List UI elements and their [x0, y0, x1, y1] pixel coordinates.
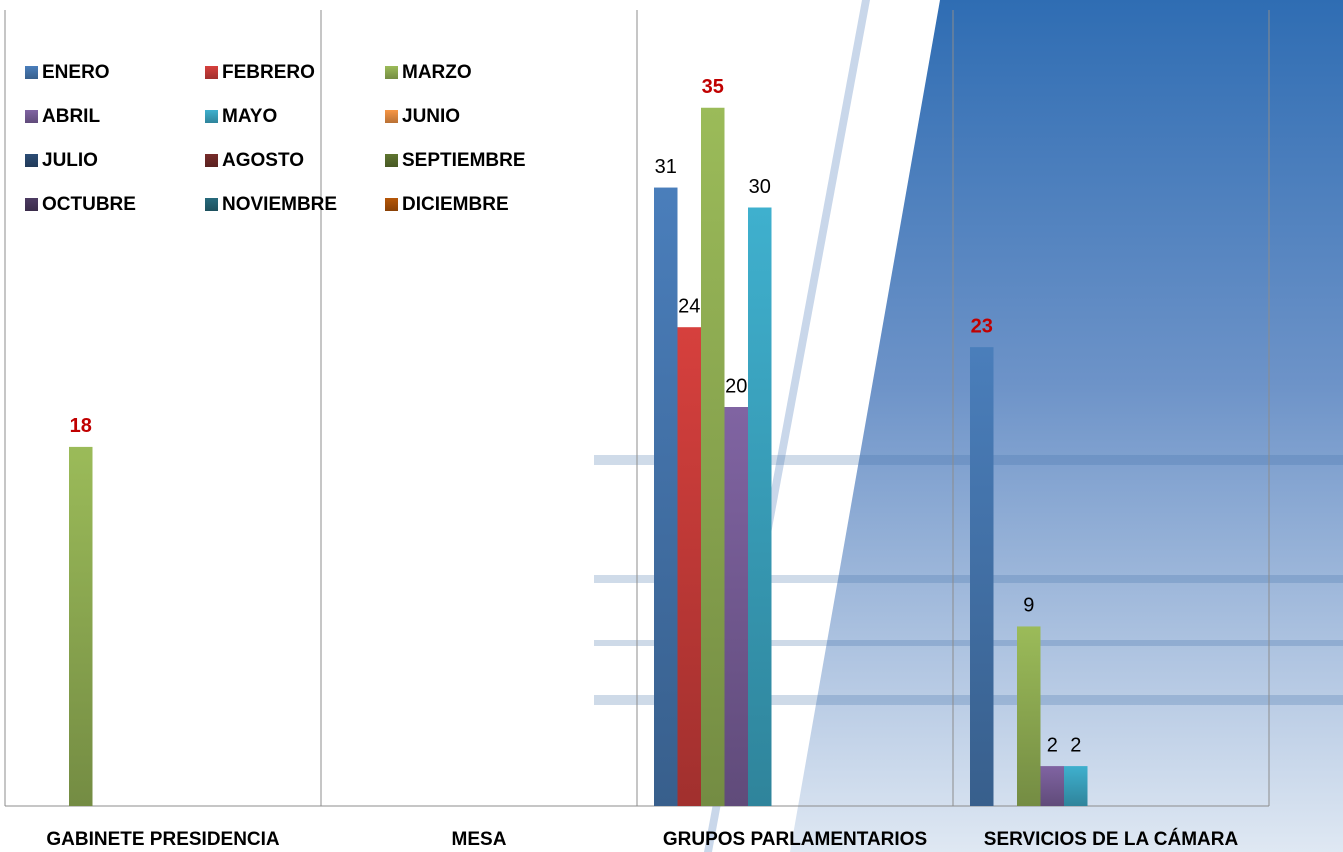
bar	[701, 107, 725, 806]
legend-swatch	[385, 198, 398, 211]
background-building	[594, 455, 1343, 705]
legend-swatch	[385, 66, 398, 79]
legend-label: JULIO	[42, 150, 98, 171]
legend-label: SEPTIEMBRE	[402, 150, 526, 171]
x-tick-label: GABINETE PRESIDENCIA	[46, 829, 280, 850]
legend-swatch	[205, 66, 218, 79]
data-label: 23	[971, 315, 993, 337]
x-tick-label: SERVICIOS DE LA CÁMARA	[984, 828, 1239, 850]
legend-swatch	[205, 154, 218, 167]
data-label: 20	[725, 375, 747, 397]
bar	[970, 347, 994, 806]
legend-swatch	[385, 110, 398, 123]
x-tick-label: MESA	[452, 829, 507, 850]
bar	[748, 207, 772, 806]
legend-swatch	[25, 198, 38, 211]
bar	[654, 187, 678, 807]
legend-label: FEBRERO	[222, 62, 315, 83]
legend-swatch	[25, 66, 38, 79]
data-label: 18	[70, 415, 92, 437]
legend-label: DICIEMBRE	[402, 194, 509, 215]
data-label: 9	[1023, 595, 1034, 617]
legend-swatch	[205, 198, 218, 211]
legend-label: ABRIL	[42, 106, 100, 127]
legend-swatch	[25, 110, 38, 123]
data-label: 35	[702, 76, 724, 98]
legend-swatch	[25, 154, 38, 167]
data-label: 2	[1070, 734, 1081, 756]
data-label: 31	[655, 156, 677, 178]
legend-label: JUNIO	[402, 106, 460, 127]
x-tick-label: GRUPOS PARLAMENTARIOS	[663, 829, 927, 850]
data-label: 24	[678, 295, 700, 317]
data-label: 30	[749, 176, 771, 198]
data-label: 2	[1047, 734, 1058, 756]
bar	[1064, 766, 1088, 806]
legend-label: MARZO	[402, 62, 472, 83]
legend-label: AGOSTO	[222, 150, 304, 171]
legend-label: ENERO	[42, 62, 110, 83]
bar	[724, 407, 748, 806]
bar	[1040, 766, 1064, 806]
legend-label: MAYO	[222, 106, 277, 127]
background-panel	[790, 0, 1343, 852]
bar	[69, 446, 93, 806]
legend-label: NOVIEMBRE	[222, 194, 337, 215]
bar	[1017, 626, 1041, 806]
legend-label: OCTUBRE	[42, 194, 136, 215]
bar	[677, 327, 701, 806]
legend-swatch	[205, 110, 218, 123]
legend-swatch	[385, 154, 398, 167]
